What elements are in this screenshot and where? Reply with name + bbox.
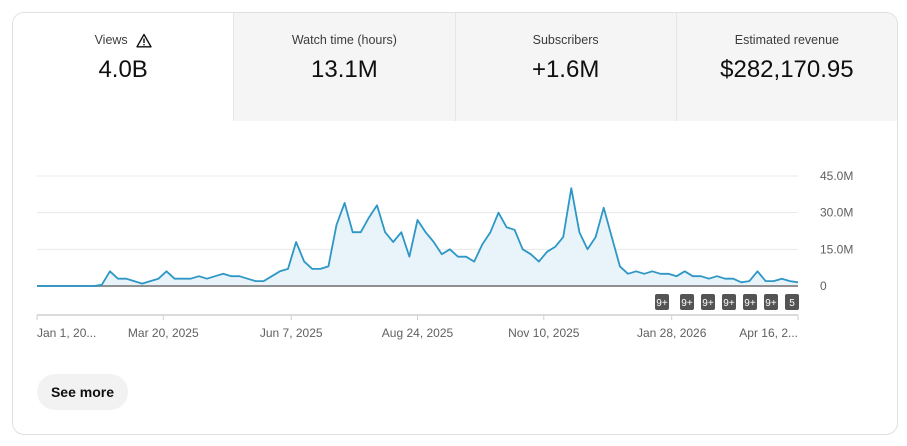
tab-views[interactable]: Views 4.0B bbox=[13, 13, 234, 121]
tab-value: 4.0B bbox=[98, 56, 148, 83]
y-tick-label: 45.0M bbox=[820, 169, 853, 183]
tab-value: 13.1M bbox=[311, 56, 378, 83]
y-tick-label: 30.0M bbox=[820, 206, 853, 220]
annotation-badge-label: 9+ bbox=[744, 298, 756, 309]
tab-watch-time[interactable]: Watch time (hours) 13.1M bbox=[233, 13, 455, 121]
x-tick-label: Mar 20, 2025 bbox=[128, 326, 199, 340]
annotation-badge[interactable] bbox=[722, 294, 736, 310]
tab-value: $282,170.95 bbox=[720, 56, 854, 83]
tab-label: Watch time (hours) bbox=[291, 33, 397, 47]
annotation-badge[interactable] bbox=[785, 294, 799, 310]
views-area bbox=[37, 188, 798, 286]
x-tick-label: Apr 16, 2... bbox=[739, 326, 798, 340]
annotation-badge-label: 9+ bbox=[723, 298, 735, 309]
tab-label: Estimated revenue bbox=[734, 33, 839, 47]
tab-label: Subscribers bbox=[532, 33, 599, 47]
tab-estimated-revenue[interactable]: Estimated revenue $282,170.95 bbox=[675, 13, 897, 121]
x-tick-label: Jan 28, 2026 bbox=[637, 326, 707, 340]
tab-label: Views bbox=[94, 33, 128, 47]
annotation-badge-label: 9+ bbox=[765, 298, 777, 309]
y-tick-label: 0 bbox=[820, 279, 827, 293]
annotation-badge[interactable] bbox=[680, 294, 694, 310]
see-more-button[interactable]: See more bbox=[37, 374, 128, 410]
annotation-badge-label: 9+ bbox=[656, 298, 668, 309]
annotation-badge-label: 5 bbox=[789, 298, 795, 309]
annotation-badge-label: 9+ bbox=[681, 298, 693, 309]
tab-subscribers[interactable]: Subscribers +1.6M bbox=[454, 13, 676, 121]
analytics-card: Views 4.0B Watch time (hours) 13.1M Subs… bbox=[12, 12, 898, 435]
annotation-badge-label: 9+ bbox=[702, 298, 714, 309]
x-tick-label: Jun 7, 2025 bbox=[260, 326, 323, 340]
x-tick-label: Jan 1, 20... bbox=[37, 326, 96, 340]
x-tick-label: Aug 24, 2025 bbox=[382, 326, 454, 340]
warning-icon[interactable] bbox=[135, 33, 152, 48]
annotation-badge[interactable] bbox=[743, 294, 757, 310]
annotation-badge[interactable] bbox=[701, 294, 715, 310]
y-tick-label: 15.0M bbox=[820, 242, 853, 256]
metric-tabs: Views 4.0B Watch time (hours) 13.1M Subs… bbox=[13, 13, 897, 121]
annotation-badge[interactable] bbox=[764, 294, 778, 310]
x-tick-label: Nov 10, 2025 bbox=[508, 326, 580, 340]
tab-value: +1.6M bbox=[531, 56, 600, 83]
annotation-badge[interactable] bbox=[655, 294, 669, 310]
